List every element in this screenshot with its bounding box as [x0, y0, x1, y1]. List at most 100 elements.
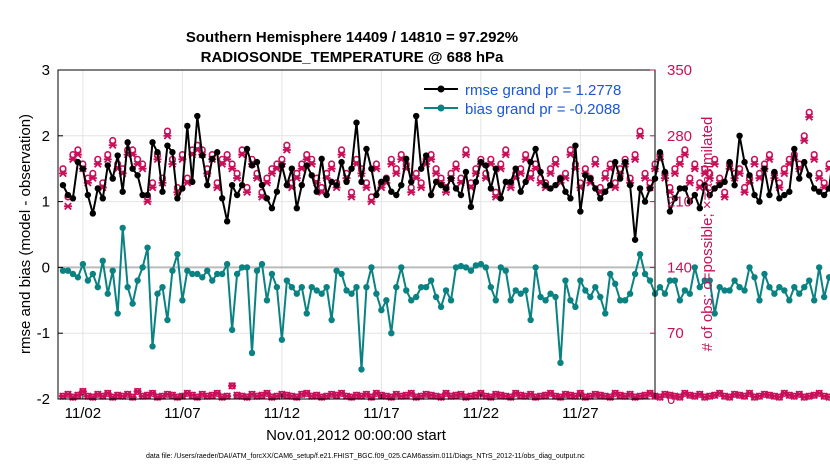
bias-point	[731, 277, 738, 284]
rmse-point	[512, 165, 519, 172]
obs-assimilated-marker	[93, 160, 102, 168]
obs-possible-marker	[487, 155, 495, 163]
bias-point	[114, 310, 121, 317]
rmse-point	[746, 172, 753, 179]
bias-point	[582, 287, 589, 294]
bias-point	[746, 264, 753, 271]
rmse-point	[318, 155, 325, 163]
bias-point	[577, 277, 584, 284]
obs-assimilated-marker	[526, 174, 535, 182]
bias-point	[631, 270, 639, 278]
obs-possible-marker	[641, 169, 649, 177]
bias-point	[532, 264, 539, 271]
obs-assimilated-marker	[810, 155, 819, 164]
obs-possible-marker	[591, 155, 599, 163]
bias-point	[736, 283, 743, 291]
obs-assimilated-marker	[815, 174, 824, 182]
rmse-point	[243, 145, 251, 153]
rmse-point	[164, 142, 171, 149]
legend-rmse-label: rmse grand pr = 1.2778	[465, 82, 621, 99]
bias-point	[761, 270, 768, 278]
rmse-point	[398, 181, 405, 189]
obs-assimilated-marker	[720, 193, 729, 201]
rmse-point	[487, 185, 495, 192]
bias-point	[432, 293, 440, 301]
obs-assimilated-marker	[675, 160, 684, 168]
bias-point	[741, 287, 748, 294]
bias-point	[676, 297, 684, 304]
bias-point	[408, 297, 415, 304]
x-tick-label: 11/22	[463, 405, 499, 422]
bias-point	[124, 283, 131, 291]
rmse-point	[403, 155, 410, 163]
bias-point	[373, 290, 380, 297]
bias-point	[487, 283, 495, 291]
obs-assimilated-marker	[551, 160, 560, 168]
legend: rmse grand pr = 1.2778 bias grand pr = -…	[424, 82, 621, 118]
obs-assimilated-marker	[337, 150, 346, 159]
bias-point	[587, 293, 594, 301]
bias-point	[393, 283, 400, 291]
rmse-point	[502, 178, 509, 186]
rmse-point	[701, 181, 708, 189]
rmse-point	[791, 145, 798, 153]
rmse-point	[59, 181, 67, 189]
rmse-point	[771, 168, 778, 176]
bias-point	[522, 287, 529, 294]
rmse-point	[447, 175, 455, 182]
obs-possible-marker	[387, 155, 395, 163]
bias-point	[64, 267, 72, 274]
obs-assimilated-marker	[143, 197, 152, 206]
bias-point	[781, 287, 788, 294]
obs-assimilated-marker	[223, 155, 232, 164]
obs-possible-marker	[676, 155, 684, 163]
rmse-point	[94, 185, 102, 192]
obs-possible-marker	[566, 146, 575, 154]
plot-area	[58, 70, 655, 399]
rmse-point	[194, 112, 201, 120]
bias-point	[204, 267, 211, 274]
obs-assimilated-marker	[601, 174, 610, 182]
rmse-point	[278, 162, 286, 169]
bias-point	[184, 267, 191, 274]
bias-point	[811, 297, 818, 304]
obs-possible-marker	[293, 169, 301, 177]
obs-possible-marker	[696, 179, 704, 187]
obs-possible-marker	[337, 146, 346, 154]
obs-possible-marker	[432, 165, 440, 173]
rmse-point	[537, 168, 544, 176]
obs-possible-marker	[94, 155, 102, 163]
obs-assimilated-marker	[825, 164, 830, 173]
footnote: data file: /Users/raeder/DAI/ATM_forcXX/…	[146, 453, 585, 460]
x-tick-label: 11/02	[65, 405, 101, 422]
bias-point	[94, 283, 102, 291]
obs-possible-marker	[283, 141, 291, 149]
rmse-point	[263, 195, 271, 202]
bias-point	[228, 326, 236, 334]
rmse-point	[129, 165, 136, 172]
bias-point	[89, 270, 97, 278]
bias-point	[691, 264, 698, 271]
bias-point	[427, 277, 435, 284]
obs-assimilated-marker	[148, 183, 157, 192]
obs-assimilated-marker	[750, 160, 759, 168]
bias-point	[363, 283, 370, 291]
bias-point	[766, 283, 773, 291]
bias-point	[119, 224, 126, 232]
rmse-point	[298, 181, 305, 189]
bias-point	[442, 287, 450, 294]
obs-assimilated-marker	[63, 202, 72, 211]
obs-possible-marker	[551, 155, 560, 163]
rmse-point	[815, 188, 823, 195]
rmse-point	[228, 181, 236, 189]
rmse-point	[353, 119, 360, 126]
obs-assimilated-marker	[631, 155, 640, 164]
rmse-point	[532, 145, 539, 153]
rmse-point	[547, 185, 554, 192]
obs-assimilated-marker	[501, 150, 510, 159]
bias-point	[696, 283, 703, 291]
rmse-point	[268, 204, 276, 212]
rmse-point	[89, 210, 97, 217]
rmse-point	[189, 178, 196, 186]
bias-point	[258, 260, 266, 268]
